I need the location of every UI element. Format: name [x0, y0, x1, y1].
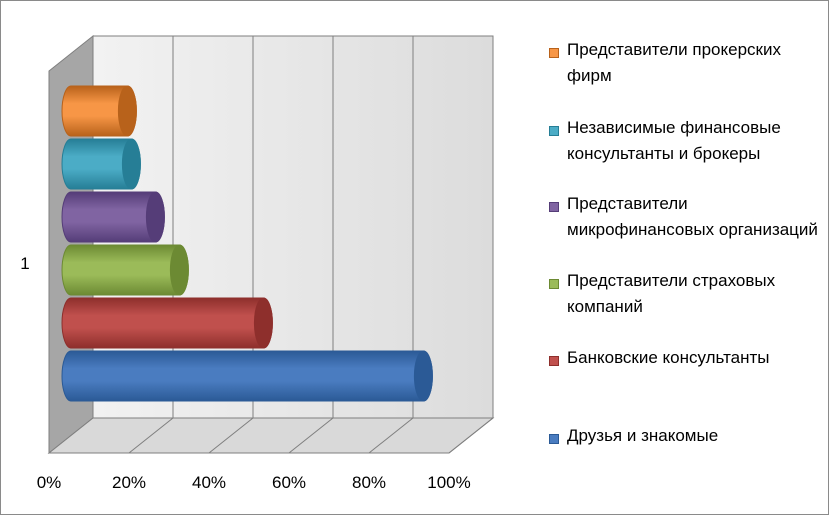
legend-swatch — [549, 434, 559, 444]
legend-item: Представители микрофинансовых организаци… — [549, 194, 824, 243]
legend-item: Банковские консультанты — [549, 348, 824, 371]
bar — [61, 297, 273, 349]
bar-end-cap — [413, 350, 433, 402]
legend-swatch — [549, 48, 559, 58]
gridline-floor — [448, 417, 494, 454]
gridline-floor — [208, 417, 254, 454]
legend-label: Друзья и знакомые — [567, 426, 719, 445]
gridline-floor — [128, 417, 174, 454]
legend-item: Представители прокерских фирм — [549, 40, 824, 89]
legend-swatch — [549, 202, 559, 212]
legend-label: Независимые финансовые консультанты и бр… — [567, 118, 781, 163]
gridline-floor — [288, 417, 334, 454]
category-label: 1 — [20, 254, 29, 273]
legend-item: Друзья и знакомые — [549, 426, 824, 449]
bar-end-cap — [253, 297, 273, 349]
x-tick-label: 40% — [192, 473, 226, 492]
legend-swatch — [549, 126, 559, 136]
x-tick-label: 100% — [427, 473, 470, 492]
legend-swatch — [549, 356, 559, 366]
x-tick-label: 0% — [37, 473, 62, 492]
legend-label: Представители микрофинансовых организаци… — [567, 194, 818, 239]
legend-item: Представители страховых компаний — [549, 271, 824, 320]
bar — [61, 244, 189, 296]
legend-swatch — [549, 279, 559, 289]
x-tick-label: 60% — [272, 473, 306, 492]
legend-label: Банковские консультанты — [567, 348, 770, 367]
bar-end-cap — [145, 191, 165, 243]
legend-label: Представители прокерских фирм — [567, 40, 781, 85]
x-tick-label: 20% — [112, 473, 146, 492]
bar-end-cap — [121, 138, 141, 190]
bar-end-cap — [169, 244, 189, 296]
legend-label: Представители страховых компаний — [567, 271, 776, 316]
legend-item: Независимые финансовые консультанты и бр… — [549, 118, 824, 167]
floor — [47, 417, 495, 454]
x-tick-label: 80% — [352, 473, 386, 492]
legend: Представители прокерских фирм Независимые… — [549, 1, 829, 516]
bar — [61, 350, 433, 402]
gridline-floor — [368, 417, 414, 454]
bar-end-cap — [117, 85, 137, 137]
